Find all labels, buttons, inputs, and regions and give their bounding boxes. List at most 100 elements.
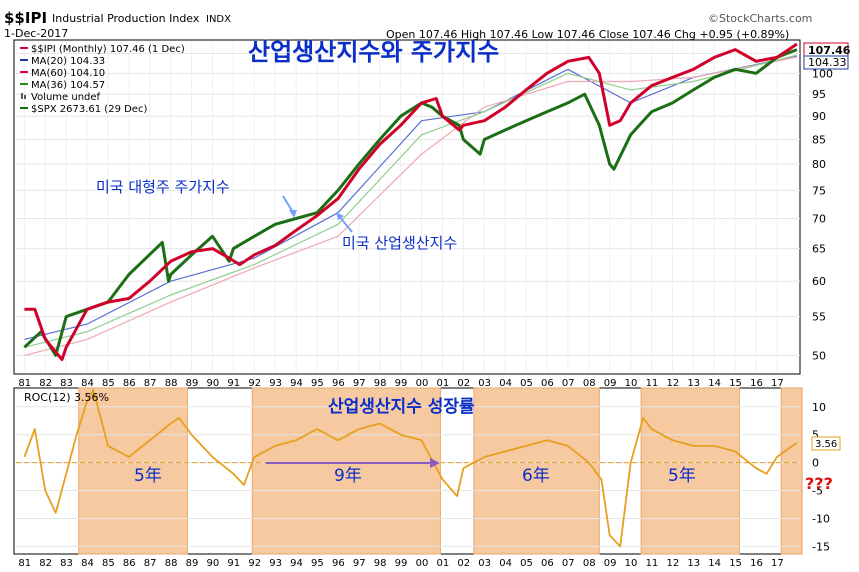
exchange-label: INDX xyxy=(206,14,231,25)
roc-x-tick-label: 08 xyxy=(583,558,596,569)
main-x-tick-label: 02 xyxy=(457,378,470,389)
main-x-tick-label: 07 xyxy=(562,378,575,389)
period2-label: 9年 xyxy=(334,466,362,486)
roc-x-tick-label: 15 xyxy=(729,558,742,569)
roc-x-tick-label: 86 xyxy=(123,558,136,569)
ma-price-badge xyxy=(803,55,849,70)
main-x-tick-label: 87 xyxy=(144,378,157,389)
main-x-tick-label: 96 xyxy=(332,378,345,389)
roc-x-tick-label: 00 xyxy=(416,558,429,569)
roc-title-annotation: 산업생산지수 성장률 xyxy=(328,397,475,417)
main-x-tick-label: 90 xyxy=(207,378,220,389)
main-y-tick-label: 50 xyxy=(812,349,826,362)
roc-x-tick-label: 89 xyxy=(186,558,199,569)
roc-x-tick-label: 01 xyxy=(436,558,449,569)
roc-series xyxy=(23,389,798,548)
roc-x-tick-label: 82 xyxy=(39,558,52,569)
roc-x-tick-label: 88 xyxy=(165,558,178,569)
roc-x-tick-label: 93 xyxy=(269,558,282,569)
main-x-tick-label: 88 xyxy=(165,378,178,389)
series-line-ma20 xyxy=(24,55,798,340)
roc-x-tick-label: 87 xyxy=(144,558,157,569)
main-x-tick-label: 94 xyxy=(290,378,303,389)
main-x-tick-label: 17 xyxy=(771,378,784,389)
roc-y-tick-label: -10 xyxy=(812,512,830,525)
main-x-tick-label: 09 xyxy=(604,378,617,389)
legend-swatch xyxy=(24,95,26,99)
main-x-tick-label: 12 xyxy=(666,378,679,389)
roc-x-tick-label: 02 xyxy=(457,558,470,569)
main-x-tick-label: 14 xyxy=(708,378,721,389)
roc-x-tick-label: 97 xyxy=(353,558,366,569)
roc-x-tick-label: 91 xyxy=(227,558,240,569)
series-line-spx xyxy=(23,48,798,357)
roc-y-tick-label: 0 xyxy=(812,457,819,470)
shaded-period xyxy=(473,387,600,555)
roc-x-tick-label: 11 xyxy=(646,558,659,569)
roc-x-tick-label: 09 xyxy=(604,558,617,569)
roc-x-axis: 81 82 83 84 85 86 87 88 89 90 91 92 93 94 95 96 97 98 99 00… xyxy=(18,558,783,569)
legend-entry: MA(60) 104.10 xyxy=(31,68,105,79)
roc-x-tick-label: 12 xyxy=(666,558,679,569)
roc-x-tick-label: 94 xyxy=(290,558,303,569)
period2-arrow xyxy=(266,458,440,468)
main-x-tick-label: 08 xyxy=(583,378,596,389)
spx-annotation: 미국 대형주 주가지수 xyxy=(96,178,230,196)
roc-x-tick-label: 14 xyxy=(708,558,721,569)
roc-y-axis: -15 -10 -5 0 5 10 xyxy=(812,401,830,554)
roc-x-tick-label: 85 xyxy=(102,558,115,569)
main-series xyxy=(23,42,798,361)
shaded-period xyxy=(640,387,740,555)
main-y-tick-label: 80 xyxy=(812,158,826,171)
question-label: ??? xyxy=(805,474,833,493)
last-price-text: 107.46 xyxy=(808,44,851,57)
legend-swatch xyxy=(21,93,23,99)
roc-badge-text: 3.56 xyxy=(815,439,837,450)
roc-x-tick-label: 10 xyxy=(625,558,638,569)
roc-x-tick-label: 84 xyxy=(81,558,94,569)
roc-x-tick-label: 95 xyxy=(311,558,324,569)
main-x-tick-label: 92 xyxy=(248,378,261,389)
main-x-tick-label: 16 xyxy=(750,378,763,389)
main-x-axis: 81 82 83 84 85 86 87 88 89 90 91 92 93 94 95 96 97 98 99 00… xyxy=(18,378,783,389)
roc-x-tick-label: 96 xyxy=(332,558,345,569)
index-name: Industrial Production Index xyxy=(52,12,200,25)
roc-x-tick-label: 90 xyxy=(207,558,220,569)
ipi-annotation: 미국 산업생산지수 xyxy=(342,234,457,252)
legend-entry: MA(36) 104.57 xyxy=(31,80,105,91)
ohlc-label: Open 107.46 High 107.46 Low 107.46 Close… xyxy=(386,28,789,41)
main-x-tick-label: 97 xyxy=(353,378,366,389)
main-x-tick-label: 83 xyxy=(60,378,73,389)
main-y-tick-label: 95 xyxy=(812,88,826,101)
legend-entry: Volume undef xyxy=(31,92,101,103)
main-x-tick-label: 04 xyxy=(499,378,512,389)
main-x-tick-label: 86 xyxy=(123,378,136,389)
main-x-tick-label: 82 xyxy=(39,378,52,389)
brand-label: ©StockCharts.com xyxy=(708,12,812,25)
main-x-tick-label: 95 xyxy=(311,378,324,389)
main-plot-area xyxy=(13,39,801,375)
main-x-tick-label: 93 xyxy=(269,378,282,389)
roc-badge xyxy=(811,436,841,451)
main-y-tick-label: 75 xyxy=(812,184,826,197)
ipi-arrow xyxy=(336,212,353,233)
ma-price-text: 104.33 xyxy=(808,56,847,69)
main-x-tick-label: 06 xyxy=(541,378,554,389)
roc-shaded-periods xyxy=(78,387,803,555)
main-x-tick-label: 91 xyxy=(227,378,240,389)
main-x-tick-label: 81 xyxy=(18,378,31,389)
main-x-tick-label: 11 xyxy=(646,378,659,389)
roc-x-tick-label: 81 xyxy=(18,558,31,569)
roc-y-tick-label: 10 xyxy=(812,401,826,414)
main-y-axis: 50556065707580859095100105 xyxy=(812,47,833,362)
main-y-tick-label: 55 xyxy=(812,311,826,324)
shaded-period xyxy=(780,387,803,555)
main-x-tick-label: 98 xyxy=(374,378,387,389)
roc-x-tick-label: 06 xyxy=(541,558,554,569)
legend-entry: MA(20) 104.33 xyxy=(31,56,105,67)
shaded-period xyxy=(251,387,441,555)
main-x-tick-label: 89 xyxy=(186,378,199,389)
roc-x-tick-label: 98 xyxy=(374,558,387,569)
roc-label: ROC(12) 3.56% xyxy=(24,391,109,404)
